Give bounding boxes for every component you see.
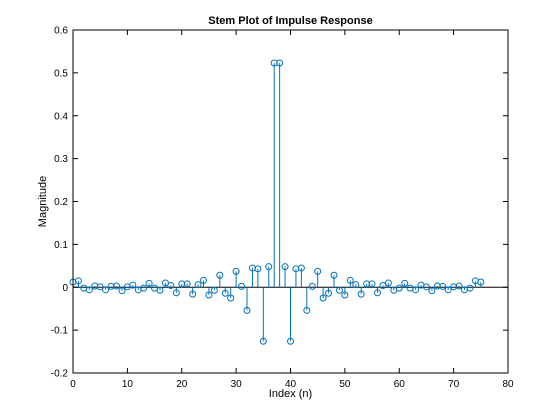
stem-marker bbox=[330, 271, 338, 279]
stem-marker bbox=[281, 263, 289, 271]
stem-marker bbox=[178, 280, 186, 288]
stem-marker bbox=[96, 283, 104, 291]
stem-marker bbox=[156, 286, 164, 294]
stem-marker bbox=[308, 282, 316, 290]
stem-marker bbox=[145, 279, 153, 287]
y-axis-label: Magnitude bbox=[37, 176, 49, 227]
x-tick-label: 60 bbox=[394, 379, 406, 390]
stem-marker bbox=[401, 279, 409, 287]
stem-marker bbox=[200, 276, 207, 284]
stem-marker bbox=[412, 286, 420, 294]
stem-marker bbox=[363, 280, 371, 288]
stem-marker bbox=[238, 282, 246, 290]
stem-marker bbox=[265, 263, 273, 271]
stem-marker bbox=[297, 264, 305, 272]
stem-marker bbox=[140, 284, 148, 292]
axes-box bbox=[72, 29, 509, 374]
x-tick-label: 20 bbox=[176, 379, 188, 390]
stem-marker bbox=[221, 289, 229, 297]
stem-marker bbox=[384, 279, 392, 287]
stem-marker bbox=[129, 281, 137, 289]
y-tick-label: 0.1 bbox=[54, 240, 68, 251]
stem-marker bbox=[433, 282, 441, 290]
y-tick-label: 0.3 bbox=[54, 154, 68, 165]
stem-marker bbox=[352, 281, 360, 289]
stem-marker bbox=[227, 294, 235, 302]
y-tick-label: 0.5 bbox=[54, 68, 68, 79]
stem-marker bbox=[319, 294, 327, 302]
stem-marker bbox=[243, 306, 251, 314]
stem-marker bbox=[395, 284, 403, 292]
x-tick-label: 50 bbox=[339, 379, 351, 390]
stem-marker bbox=[439, 282, 447, 290]
x-tick-label: 80 bbox=[502, 379, 514, 390]
stem-marker bbox=[428, 287, 436, 295]
ticks-layer: 0 10 20 30 40 50 60 70 80 -0.2 -0.1 0 0.1 0.2 0.3 0.4 0.… bbox=[51, 26, 514, 391]
stem-marker bbox=[357, 290, 365, 298]
stem-marker bbox=[189, 290, 197, 298]
stem-marker bbox=[74, 277, 82, 285]
stem-marker bbox=[254, 265, 262, 273]
stem-marker bbox=[194, 281, 202, 289]
stem-marker bbox=[368, 280, 376, 288]
stem-marker bbox=[210, 286, 218, 294]
x-axis-label: Index (n) bbox=[269, 388, 312, 400]
x-tick-label: 10 bbox=[122, 379, 134, 390]
stem-marker bbox=[303, 306, 311, 314]
y-tick-label: 0.2 bbox=[54, 197, 68, 208]
stem-marker bbox=[85, 286, 93, 294]
stem-marker bbox=[477, 278, 485, 286]
y-tick-label: -0.2 bbox=[51, 369, 69, 380]
stem-marker bbox=[314, 267, 322, 275]
stem-marker bbox=[341, 291, 349, 299]
stem-marker bbox=[455, 282, 463, 290]
x-tick-label: 40 bbox=[285, 379, 297, 390]
x-tick-label: 30 bbox=[231, 379, 243, 390]
stem-marker bbox=[216, 271, 224, 279]
y-tick-label: -0.1 bbox=[51, 326, 69, 337]
stem-marker bbox=[183, 280, 191, 288]
stem-marker bbox=[270, 59, 278, 67]
stem-marker bbox=[422, 283, 430, 291]
stem-marker bbox=[325, 289, 333, 297]
stems-layer bbox=[69, 59, 485, 345]
stem-marker bbox=[113, 282, 120, 290]
stem-marker bbox=[102, 286, 110, 294]
stem-marker bbox=[379, 282, 387, 290]
x-tick-label: 70 bbox=[448, 379, 460, 390]
chart-title: Stem Plot of Impulse Response bbox=[208, 15, 372, 27]
stem-marker bbox=[107, 282, 115, 290]
stem-marker bbox=[444, 286, 452, 294]
y-tick-label: 0.4 bbox=[54, 111, 68, 122]
stem-marker bbox=[205, 291, 213, 299]
y-tick-label: 0 bbox=[62, 283, 68, 294]
stem-marker bbox=[259, 337, 267, 345]
stem-marker bbox=[161, 279, 169, 287]
stem-marker bbox=[346, 276, 354, 284]
stem-marker bbox=[276, 59, 284, 67]
stem-marker bbox=[118, 287, 126, 295]
stem-marker bbox=[287, 337, 294, 345]
y-tick-label: 0.6 bbox=[54, 26, 68, 37]
x-tick-label: 0 bbox=[70, 379, 76, 390]
stem-marker bbox=[335, 286, 343, 294]
stem-marker bbox=[466, 284, 474, 292]
stem-marker bbox=[374, 289, 381, 297]
stem-marker bbox=[172, 289, 180, 297]
stem-marker bbox=[232, 267, 240, 275]
stem-marker bbox=[167, 282, 175, 290]
